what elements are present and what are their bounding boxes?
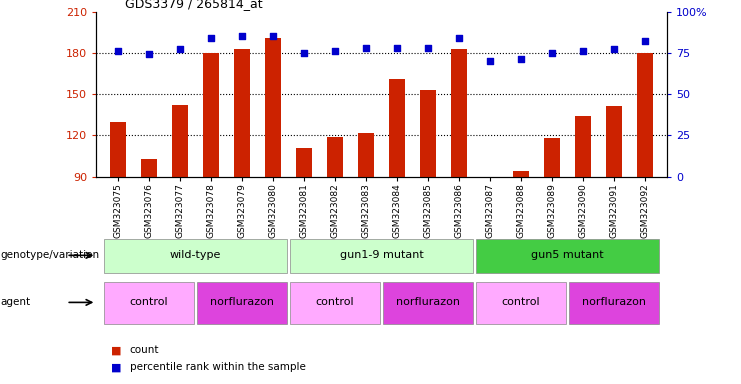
Bar bbox=[359, 132, 374, 177]
Point bbox=[515, 56, 527, 63]
Text: ■: ■ bbox=[111, 345, 122, 355]
FancyBboxPatch shape bbox=[383, 282, 473, 324]
Text: norflurazon: norflurazon bbox=[582, 297, 646, 308]
Text: norflurazon: norflurazon bbox=[210, 297, 274, 308]
Text: genotype/variation: genotype/variation bbox=[1, 250, 100, 260]
Bar bbox=[606, 106, 622, 177]
Text: norflurazon: norflurazon bbox=[396, 297, 460, 308]
Bar bbox=[389, 79, 405, 177]
Point bbox=[639, 38, 651, 44]
Bar bbox=[420, 90, 436, 177]
Bar bbox=[142, 159, 157, 177]
Bar bbox=[234, 49, 250, 177]
FancyBboxPatch shape bbox=[569, 282, 659, 324]
Point bbox=[360, 45, 372, 51]
Bar bbox=[173, 105, 187, 177]
Point bbox=[143, 51, 155, 58]
Point bbox=[577, 48, 589, 54]
Point bbox=[205, 35, 217, 41]
Point bbox=[236, 33, 248, 40]
Point bbox=[484, 58, 496, 64]
FancyBboxPatch shape bbox=[476, 282, 566, 324]
FancyBboxPatch shape bbox=[104, 282, 194, 324]
Point bbox=[608, 46, 620, 53]
Text: gun1-9 mutant: gun1-9 mutant bbox=[339, 250, 424, 260]
Point bbox=[329, 48, 341, 54]
Text: wild-type: wild-type bbox=[170, 250, 222, 260]
Bar bbox=[451, 49, 467, 177]
FancyBboxPatch shape bbox=[290, 282, 380, 324]
Text: count: count bbox=[130, 345, 159, 355]
Text: control: control bbox=[316, 297, 354, 308]
Bar bbox=[296, 148, 312, 177]
Bar bbox=[328, 137, 343, 177]
Text: ■: ■ bbox=[111, 362, 122, 372]
FancyBboxPatch shape bbox=[104, 239, 287, 273]
FancyBboxPatch shape bbox=[476, 239, 659, 273]
Point bbox=[422, 45, 434, 51]
Text: percentile rank within the sample: percentile rank within the sample bbox=[130, 362, 305, 372]
Text: control: control bbox=[502, 297, 540, 308]
Bar bbox=[545, 138, 560, 177]
Point bbox=[453, 35, 465, 41]
Bar bbox=[110, 122, 126, 177]
Bar bbox=[514, 171, 529, 177]
Text: agent: agent bbox=[1, 297, 31, 308]
Point bbox=[546, 50, 558, 56]
Point bbox=[268, 33, 279, 40]
Bar bbox=[637, 53, 653, 177]
Text: gun5 mutant: gun5 mutant bbox=[531, 250, 604, 260]
Text: control: control bbox=[130, 297, 168, 308]
Bar bbox=[576, 116, 591, 177]
FancyBboxPatch shape bbox=[197, 282, 287, 324]
Text: GDS3379 / 265814_at: GDS3379 / 265814_at bbox=[124, 0, 262, 10]
Point bbox=[112, 48, 124, 54]
Point bbox=[174, 46, 186, 53]
Point bbox=[298, 50, 310, 56]
Bar bbox=[265, 38, 281, 177]
Point bbox=[391, 45, 403, 51]
Bar bbox=[203, 53, 219, 177]
FancyBboxPatch shape bbox=[290, 239, 473, 273]
